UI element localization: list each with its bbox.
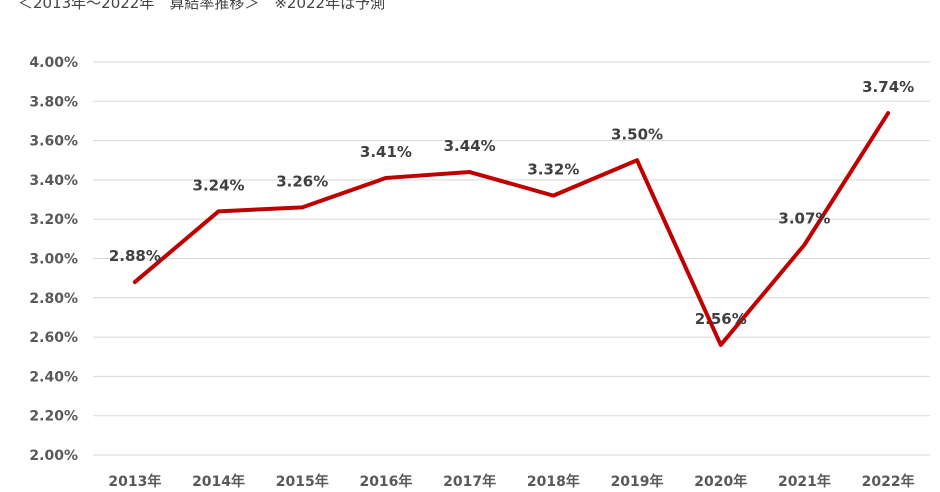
- data-point: [802, 243, 806, 247]
- data-labels: 2.88% 3.24% 3.26% 3.41% 3.44% 3.32% 3.50% 2.56%…: [109, 78, 914, 347]
- data-label: 3.07%: [778, 210, 830, 228]
- y-tick-label: 4.00%: [29, 55, 78, 71]
- data-label: 2.88%: [109, 247, 161, 265]
- y-tick-label: 2.60%: [29, 330, 78, 346]
- data-point: [384, 176, 388, 180]
- data-label: 3.24%: [193, 176, 245, 194]
- x-tick-label: 2019年: [611, 473, 664, 490]
- y-tick-label: 2.20%: [29, 409, 78, 425]
- y-tick-label: 3.20%: [29, 212, 78, 228]
- data-label: 3.26%: [276, 172, 328, 190]
- x-tick-label: 2017年: [443, 473, 496, 490]
- data-label: 3.44%: [444, 137, 496, 155]
- y-tick-label: 2.80%: [29, 291, 78, 307]
- x-tick-label: 2020年: [694, 473, 747, 490]
- series-line: [132, 111, 891, 347]
- data-label: 3.50%: [611, 125, 663, 143]
- data-point: [551, 194, 555, 198]
- data-label: 3.74%: [862, 78, 914, 96]
- x-tick-label: 2022年: [862, 473, 915, 490]
- x-tick-label: 2015年: [276, 473, 329, 490]
- data-point: [300, 205, 304, 209]
- y-tick-label: 3.80%: [29, 94, 78, 110]
- y-tick-label: 3.60%: [29, 134, 78, 150]
- y-tick-label: 2.00%: [29, 448, 78, 464]
- data-point: [133, 280, 137, 284]
- data-point: [217, 209, 221, 213]
- x-tick-label: 2014年: [192, 473, 245, 490]
- chart-caption: ＜2013年〜2022年 算結率推移＞ ※2022年は予測: [18, 0, 386, 12]
- y-tick-label: 3.00%: [29, 252, 78, 268]
- gridlines: [93, 61, 930, 456]
- y-tick-label: 3.40%: [29, 173, 78, 189]
- x-tick-label: 2018年: [527, 473, 580, 490]
- data-point: [468, 170, 472, 174]
- x-axis-ticks: 2013年 2014年 2015年 2016年 2017年 2018年 2019年 2020年…: [108, 473, 914, 490]
- x-tick-label: 2021年: [778, 473, 831, 490]
- x-tick-label: 2016年: [359, 473, 412, 490]
- data-label: 3.32%: [527, 161, 579, 179]
- x-tick-label: 2013年: [108, 473, 161, 490]
- data-point: [719, 343, 723, 347]
- data-label: 2.56%: [695, 310, 747, 328]
- data-point: [886, 111, 890, 115]
- y-tick-label: 2.40%: [29, 369, 78, 385]
- y-axis-ticks: 2.00% 2.20% 2.40% 2.60% 2.80% 3.00% 3.20% 3.40%…: [29, 55, 78, 464]
- data-label: 3.41%: [360, 143, 412, 161]
- data-point: [635, 158, 639, 162]
